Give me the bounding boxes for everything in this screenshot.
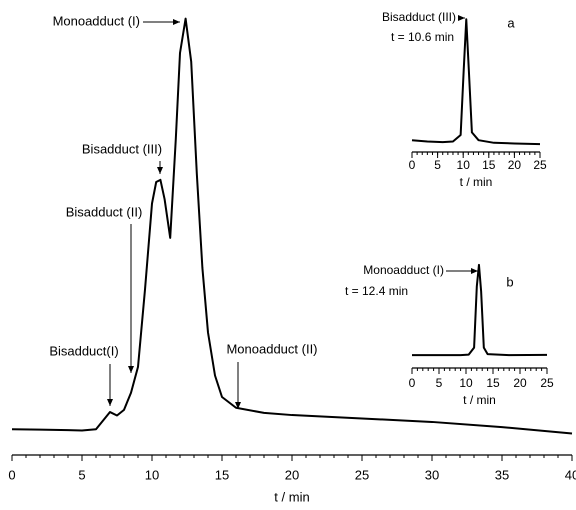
x-tick-label: 20	[285, 467, 299, 482]
annotation: Monoadduct (I)	[363, 263, 444, 277]
annotation: Bisadduct (III)	[382, 10, 456, 24]
x-tick-label: 30	[425, 467, 439, 482]
trace	[411, 18, 541, 146]
x-tick-label: 40	[565, 467, 576, 482]
x-tick-label: 15	[215, 467, 229, 482]
x-tick-label: 25	[533, 158, 547, 172]
x-tick-label: 10	[459, 376, 473, 390]
annotation: Monoadduct (I)	[53, 13, 140, 28]
x-tick-label: 25	[355, 467, 369, 482]
x-axis-label: t / min	[460, 175, 493, 189]
trace	[412, 263, 548, 357]
x-tick-label: 5	[436, 376, 443, 390]
x-tick-label: 20	[508, 158, 522, 172]
x-tick-label: 15	[486, 376, 500, 390]
annotation: t = 12.4 min	[345, 284, 408, 298]
x-tick-label: 10	[145, 467, 159, 482]
x-tick-label: 15	[482, 158, 496, 172]
x-axis-label: t / min	[274, 489, 309, 504]
trace	[11, 17, 573, 435]
x-tick-label: 10	[457, 158, 471, 172]
x-tick-label: 5	[78, 467, 85, 482]
panel-label: a	[507, 15, 515, 30]
annotation: Bisadduct (III)	[82, 141, 162, 156]
x-axis-label: t / min	[463, 393, 496, 407]
x-tick-label: 20	[513, 376, 527, 390]
x-tick-label: 0	[409, 376, 416, 390]
panel-label: b	[506, 274, 513, 289]
x-tick-label: 25	[540, 376, 554, 390]
x-tick-label: 0	[409, 158, 416, 172]
annotation: Bisadduct(I)	[49, 343, 118, 358]
x-tick-label: 35	[495, 467, 509, 482]
annotation: t = 10.6 min	[391, 30, 454, 44]
x-tick-label: 5	[434, 158, 441, 172]
annotation: Bisadduct (II)	[66, 204, 143, 219]
x-tick-label: 0	[8, 467, 15, 482]
annotation: Monoadduct (II)	[226, 341, 317, 356]
